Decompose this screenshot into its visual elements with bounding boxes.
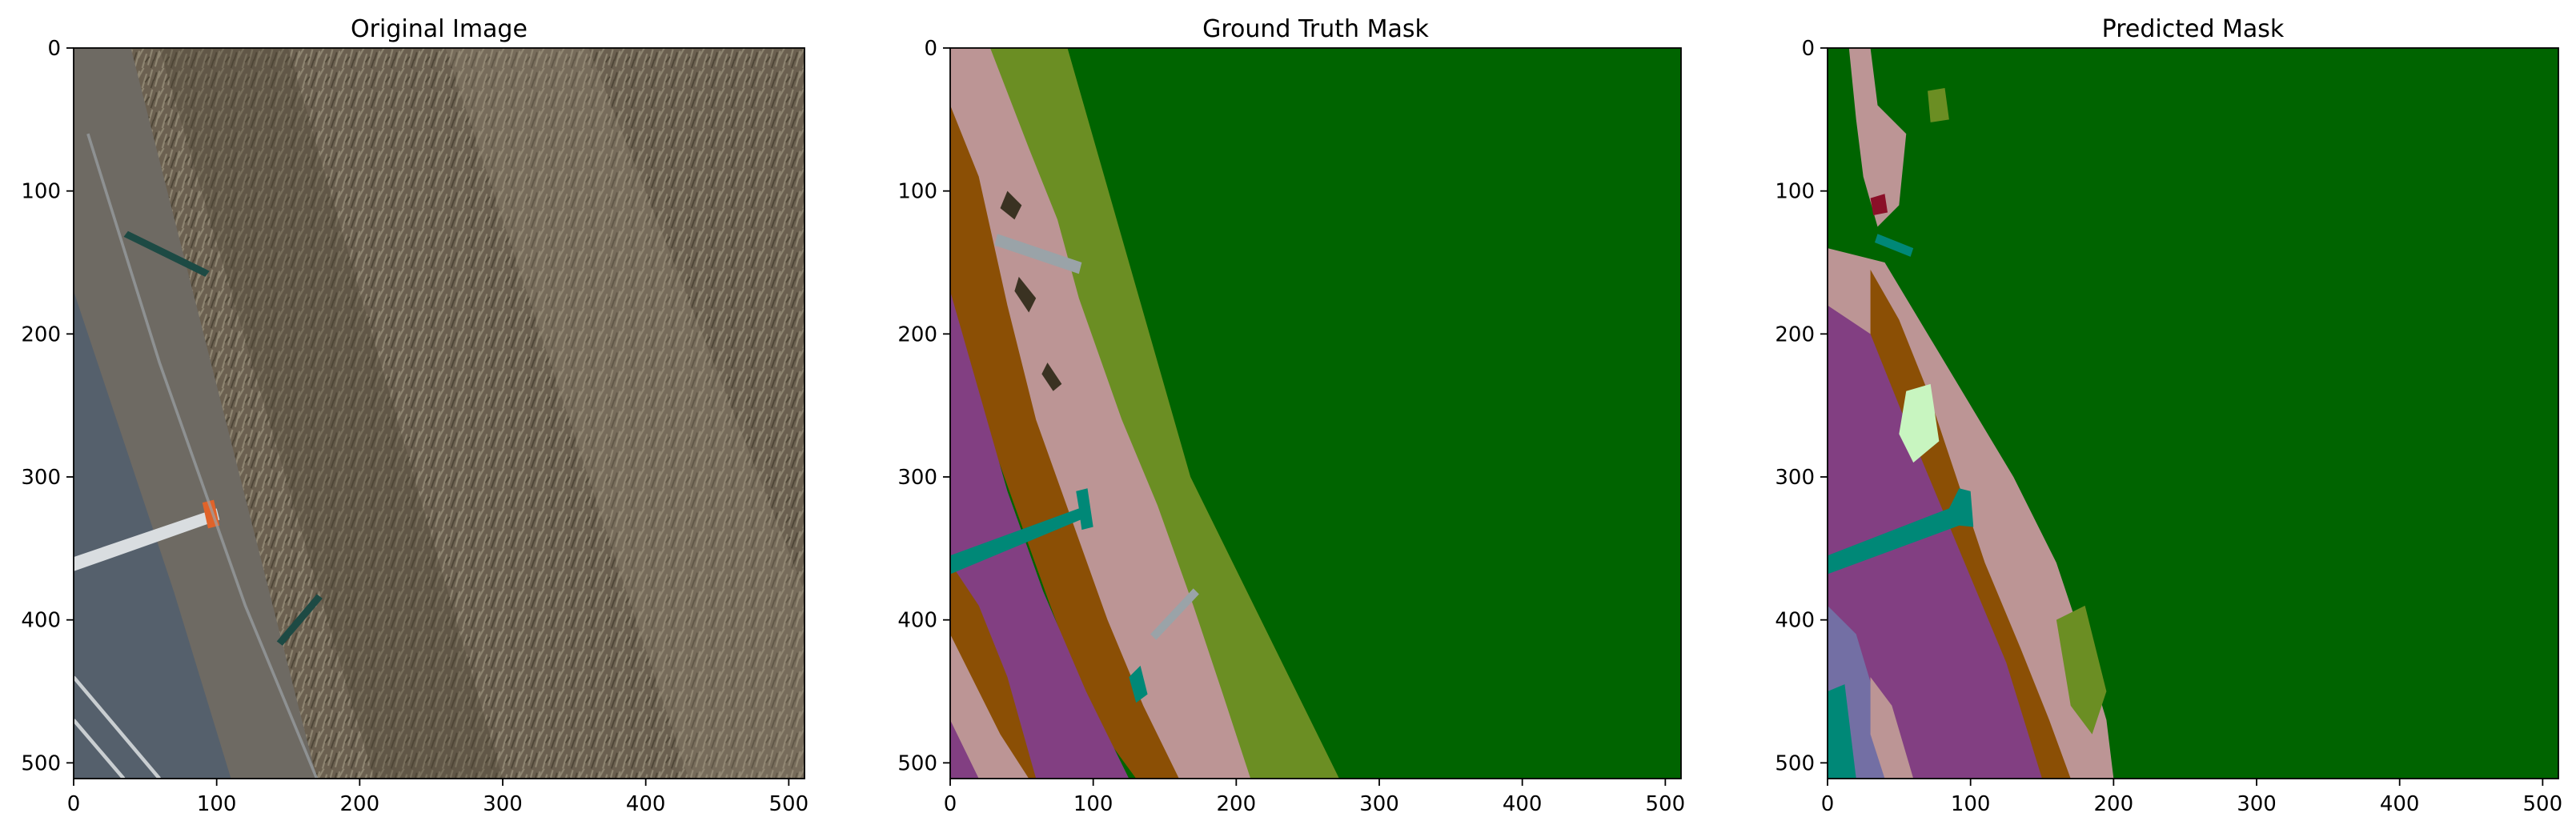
plot-area-predicted — [1828, 48, 2559, 779]
guard-rail — [74, 508, 220, 571]
class-brown-region — [950, 105, 1179, 779]
axes-frame — [73, 47, 805, 779]
y-tick-label: 0 — [47, 37, 61, 61]
y-tick-label: 300 — [21, 466, 61, 490]
class-olive-region — [990, 48, 1339, 779]
x-tick-label: 100 — [197, 792, 237, 816]
class-gray-rail-upper — [994, 234, 1082, 274]
y-tick-label: 100 — [897, 180, 937, 204]
x-tick-label: 0 — [67, 792, 81, 816]
fence-line — [86, 133, 319, 779]
pred-purple-region — [1828, 305, 2043, 779]
y-tick-label: 0 — [1801, 37, 1815, 61]
x-tick-label: 400 — [2380, 792, 2420, 816]
x-tick-label: 400 — [626, 792, 666, 816]
pred-olive-lower — [2056, 605, 2107, 735]
pred-rose-lower — [1870, 677, 1914, 779]
axes-frame — [949, 47, 1682, 779]
grass-dark-band — [159, 48, 504, 779]
x-tick-label: 200 — [1217, 792, 1257, 816]
panel-original — [74, 48, 805, 779]
y-tick-label: 200 — [21, 322, 61, 346]
plot-area-original — [74, 48, 805, 779]
fence-lower-left — [74, 675, 161, 779]
pred-olive-upper — [1928, 88, 1949, 122]
x-tick-label: 500 — [2523, 792, 2563, 816]
y-tick-label: 200 — [1775, 322, 1815, 346]
x-tick-label: 100 — [1073, 792, 1113, 816]
x-tick-label: 300 — [2237, 792, 2277, 816]
y-tick-label: 100 — [21, 180, 61, 204]
x-tick-label: 0 — [1821, 792, 1835, 816]
axes-1: Ground Truth Mask 0 100 200 300 400 500 0 100 200… — [897, 15, 1685, 816]
class-dark-patch-3 — [1041, 362, 1062, 391]
pred-crimson-spot — [1870, 194, 1888, 216]
y-tick-label: 200 — [897, 322, 937, 346]
y-tick-label: 500 — [1775, 751, 1815, 775]
x-tick-label: 0 — [944, 792, 957, 816]
panel-title: Original Image — [351, 15, 528, 43]
x-tick-label: 300 — [483, 792, 523, 816]
x-tick-label: 200 — [340, 792, 380, 816]
pred-teal-upper — [1874, 234, 1914, 257]
pred-lightgreen-patch — [1899, 383, 1940, 463]
y-tick-label: 0 — [924, 37, 937, 61]
axes-frame — [1827, 47, 2559, 779]
panel-title: Predicted Mask — [2102, 15, 2285, 43]
grass-light-band — [445, 48, 805, 779]
y-tick-label: 400 — [21, 609, 61, 633]
y-tick-label: 400 — [1775, 609, 1815, 633]
class-dark-patch-1 — [1000, 190, 1022, 220]
class-rose-lower — [950, 634, 1029, 779]
fence-post-lower — [276, 594, 323, 646]
pred-teal-lower — [1828, 684, 1856, 779]
panel-ground-truth — [950, 48, 1682, 779]
panel-title: Ground Truth Mask — [1202, 15, 1429, 43]
y-tick-label: 300 — [1775, 466, 1815, 490]
pred-teal-post — [1828, 488, 1974, 575]
x-tick-label: 400 — [1503, 792, 1543, 816]
y-tick-label: 100 — [1775, 180, 1815, 204]
x-tick-label: 500 — [1646, 792, 1686, 816]
x-tick-label: 300 — [1359, 792, 1399, 816]
class-teal-spot — [1129, 665, 1148, 703]
fence-post-upper — [123, 230, 210, 277]
pred-rose-upper — [1848, 48, 1907, 227]
y-tick-label: 400 — [897, 609, 937, 633]
class-dark-patch-2 — [1014, 276, 1037, 313]
y-tick-label: 300 — [897, 466, 937, 490]
class-gray-rail-lower — [1150, 588, 1199, 640]
x-tick-label: 100 — [1951, 792, 1991, 816]
plot-area-ground-truth — [950, 48, 1682, 779]
panel-predicted — [1828, 48, 2559, 779]
y-tick-label: 500 — [21, 751, 61, 775]
x-tick-label: 200 — [2094, 792, 2134, 816]
class-rose-region — [950, 48, 1251, 779]
y-tick-label: 500 — [897, 751, 937, 775]
x-tick-label: 500 — [769, 792, 809, 816]
class-teal-post — [950, 488, 1093, 575]
